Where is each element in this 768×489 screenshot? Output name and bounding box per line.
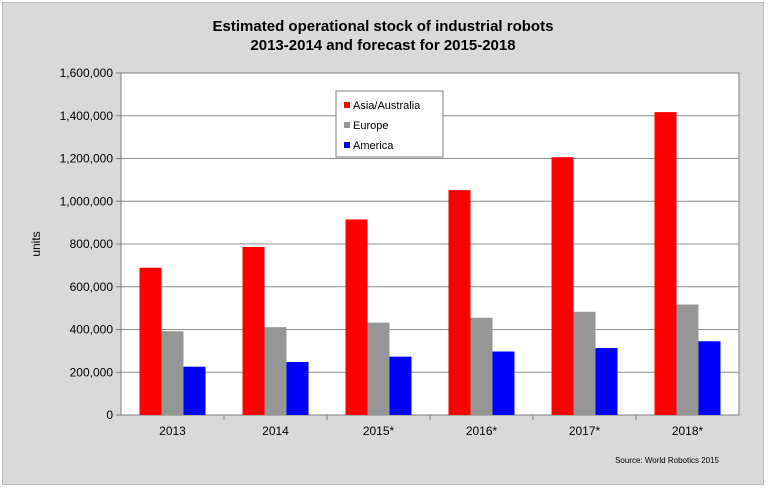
y-tick-label: 1,600,000 xyxy=(60,66,114,80)
chart-subtitle: 2013-2014 and forecast for 2015-2018 xyxy=(250,37,515,54)
y-tick-label: 0 xyxy=(106,408,113,422)
y-tick-label: 600,000 xyxy=(70,280,114,294)
bar-asia-australia-2014 xyxy=(242,246,265,415)
x-tick-label: 2016* xyxy=(466,424,498,438)
chart-title: Estimated operational stock of industria… xyxy=(213,18,554,35)
x-tick-label: 2015* xyxy=(363,424,395,438)
y-tick-label: 1,400,000 xyxy=(60,109,114,123)
bar-europe-2016 xyxy=(470,317,493,415)
y-tick-label: 800,000 xyxy=(70,237,114,251)
bar-asia-australia-2013 xyxy=(139,267,162,415)
bar-europe-2018 xyxy=(676,304,699,415)
x-tick-label: 2014 xyxy=(262,424,289,438)
bar-europe-2013 xyxy=(161,331,184,415)
bar-america-2016 xyxy=(492,351,515,415)
legend-box xyxy=(335,90,444,158)
y-tick-label: 1,200,000 xyxy=(60,152,114,166)
bars xyxy=(139,112,721,416)
source-note: Source: World Robotics 2015 xyxy=(615,456,719,465)
legend-label: Europe xyxy=(353,120,388,132)
x-tick-label: 2017* xyxy=(569,424,601,438)
bar-america-2014 xyxy=(286,361,309,415)
bar-asia-australia-2018 xyxy=(654,112,677,416)
bar-europe-2014 xyxy=(264,327,287,415)
bar-asia-australia-2015 xyxy=(345,219,368,415)
legend-swatch xyxy=(344,142,350,148)
bar-asia-australia-2017 xyxy=(551,157,574,415)
bar-chart: Estimated operational stock of industria… xyxy=(29,18,740,465)
y-tick-label: 200,000 xyxy=(70,365,114,379)
legend-swatch xyxy=(344,102,350,108)
legend: Asia/Australia Europe America xyxy=(335,90,444,158)
y-tick-label: 400,000 xyxy=(70,323,114,337)
bar-america-2015 xyxy=(389,356,412,415)
bar-europe-2017 xyxy=(573,311,596,415)
x-tick-label: 2013 xyxy=(159,424,186,438)
x-tick-label: 2018* xyxy=(672,424,704,438)
y-axis-label: units xyxy=(29,231,43,256)
legend-label: America xyxy=(353,140,394,152)
x-axis-ticks: 2013 2014 2015* 2016* 2017* 2018* xyxy=(159,415,704,438)
bar-america-2017 xyxy=(595,348,618,415)
bar-america-2013 xyxy=(183,366,206,415)
y-tick-label: 1,000,000 xyxy=(60,194,114,208)
y-axis-ticks: 0 200,000 400,000 600,000 800,000 1,000,000 1,… xyxy=(60,66,121,422)
bar-asia-australia-2016 xyxy=(448,190,471,415)
bar-europe-2015 xyxy=(367,322,390,415)
legend-label: Asia/Australia xyxy=(353,100,421,112)
gridlines xyxy=(121,115,739,373)
legend-swatch xyxy=(344,122,350,128)
bar-america-2018 xyxy=(698,341,721,415)
